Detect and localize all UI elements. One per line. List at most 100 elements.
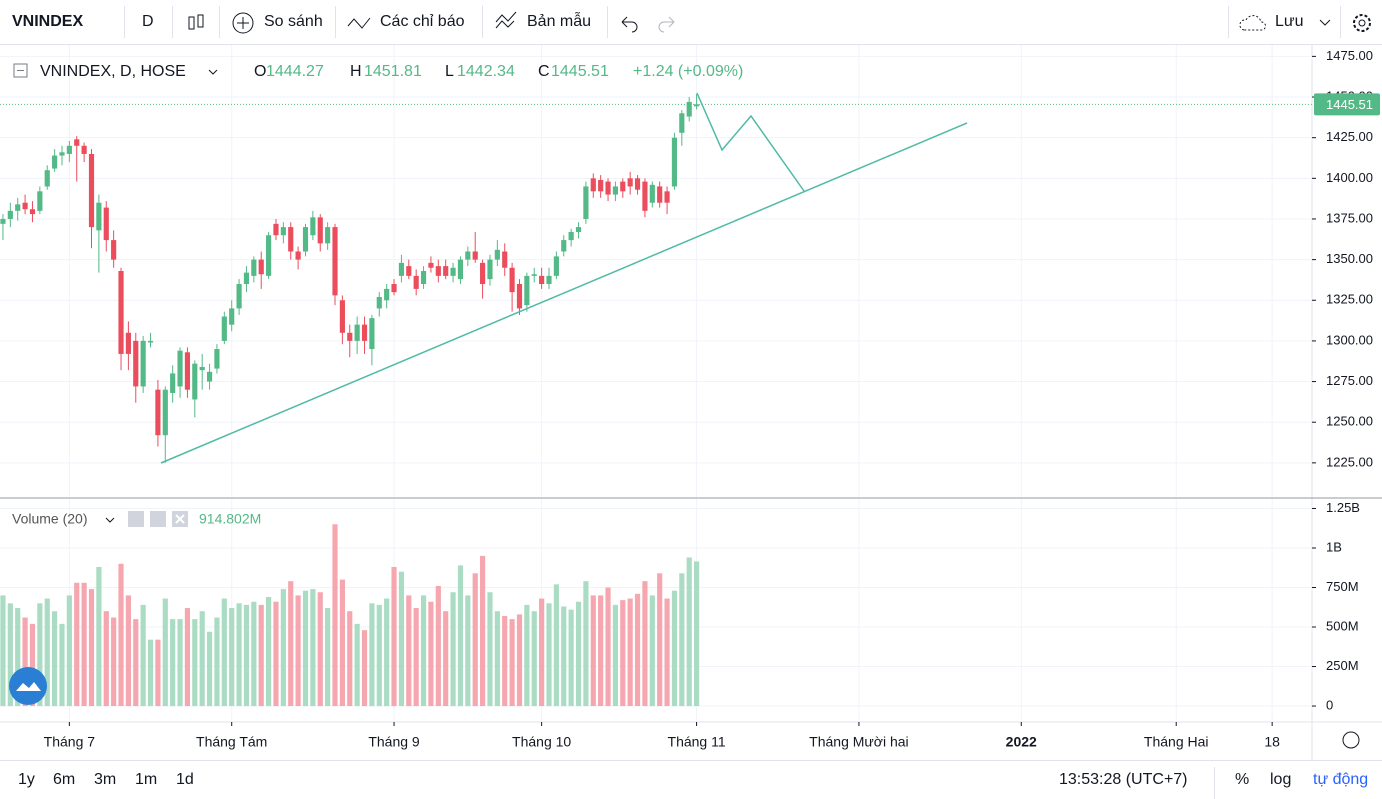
volume-bar: [686, 557, 692, 707]
chart-style-icon[interactable]: [186, 12, 206, 34]
candle-body: [657, 186, 663, 203]
volume-bar: [561, 606, 567, 707]
indicators[interactable]: Các chỉ báo: [380, 13, 465, 30]
candle-body: [214, 349, 220, 369]
volume-bar: [657, 573, 663, 707]
volume-bar: [0, 595, 6, 707]
undo-redo[interactable]: [618, 12, 678, 34]
candle-body: [420, 271, 427, 285]
volume-bar: [81, 582, 87, 707]
templates-icon[interactable]: [494, 10, 522, 36]
ohlc-letter: C: [538, 63, 550, 80]
candle-body: [125, 332, 131, 354]
candle-body: [177, 350, 183, 387]
candle-body: [361, 324, 368, 341]
candle-body: [243, 272, 250, 285]
logo[interactable]: [9, 667, 47, 705]
compare-icon[interactable]: [231, 11, 255, 35]
candle-body: [509, 267, 515, 293]
dropdown-icon[interactable]: [208, 69, 218, 75]
candle-body: [229, 308, 235, 325]
volume-bar: [516, 614, 523, 707]
volume-bar: [29, 623, 36, 707]
save[interactable]: Lưu: [1275, 13, 1304, 30]
dropdown-icon[interactable]: [105, 517, 115, 523]
visibility-icon[interactable]: [128, 511, 144, 527]
candle-body: [339, 300, 345, 333]
range-button[interactable]: 1y: [18, 770, 35, 788]
volume-bar: [524, 604, 530, 707]
candle-body: [450, 267, 456, 276]
indicators-icon[interactable]: [346, 12, 376, 34]
top-toolbar: VNINDEX D So sánh Các chỉ báo Bản mẫu Lư…: [0, 0, 1382, 45]
symbol[interactable]: VNINDEX: [12, 13, 84, 30]
volume-bar: [236, 603, 242, 707]
candle-body: [192, 363, 198, 400]
volume-bar: [539, 598, 545, 707]
candle-body: [679, 113, 685, 133]
candle-body: [694, 104, 700, 107]
candle-body: [74, 139, 80, 146]
candle-body: [199, 366, 205, 371]
candle-body: [184, 352, 191, 390]
volume-bar: [74, 582, 80, 707]
trend-line: [160, 122, 968, 464]
candle-body: [354, 324, 360, 341]
range-button[interactable]: 1d: [176, 770, 194, 788]
separator: [219, 6, 220, 38]
bottom-toolbar: 13:53:28 (UTC+7) % log tự động 1y 6m 3m 1m 1…: [0, 760, 1382, 799]
candle-body: [111, 240, 117, 260]
y-tick-label: 1400.00: [1326, 170, 1373, 185]
cloud-icon[interactable]: [1238, 12, 1272, 34]
range-button[interactable]: 3m: [94, 770, 117, 788]
candle-body: [502, 251, 508, 268]
volume-bar: [317, 592, 323, 707]
volume-bar: [590, 595, 596, 707]
settings-icon[interactable]: [1350, 11, 1374, 35]
interval[interactable]: D: [142, 13, 154, 30]
dropdown-icon[interactable]: [1318, 16, 1332, 30]
compare[interactable]: So sánh: [264, 13, 323, 30]
candle-body: [480, 262, 486, 285]
candle-body: [221, 316, 227, 341]
candle-body: [590, 178, 596, 192]
ohlc-value: 1444.27: [266, 63, 324, 80]
volume-bar: [347, 611, 353, 707]
volume-bar: [620, 600, 626, 707]
volume-bar: [598, 595, 604, 707]
candle-body: [251, 259, 257, 276]
settings-icon[interactable]: [150, 511, 166, 527]
candle-body: [88, 153, 95, 228]
candle-body: [52, 155, 58, 169]
path-drawing: [696, 92, 805, 192]
axis-settings[interactable]: [1342, 731, 1360, 749]
percent-toggle[interactable]: %: [1235, 770, 1250, 788]
log-toggle[interactable]: log: [1270, 770, 1292, 788]
separator: [124, 6, 125, 38]
volume-bar: [140, 604, 146, 707]
ohlc-letter: O: [254, 63, 266, 80]
ohlc-value: 1442.34: [457, 63, 515, 80]
range-button[interactable]: 1m: [135, 770, 158, 788]
volume-title: Volume (20): [12, 511, 87, 527]
y-tick-label: 1300.00: [1326, 332, 1373, 347]
separator: [172, 6, 173, 38]
x-tick-label: Tháng 10: [512, 734, 571, 750]
auto-toggle[interactable]: tự động: [1313, 770, 1369, 788]
volume-bar: [111, 617, 117, 707]
volume-bar: [457, 565, 464, 707]
volume-bar: [15, 608, 21, 707]
y-tick-label: 1475.00: [1326, 48, 1373, 63]
volume-bar: [465, 595, 471, 707]
volume-bar: [7, 603, 13, 707]
candle-body: [443, 266, 449, 276]
volume-bar: [162, 598, 168, 707]
volume-bar: [435, 585, 441, 707]
range-button[interactable]: 6m: [53, 770, 76, 788]
collapse-icon[interactable]: [13, 63, 28, 78]
candle-body: [406, 266, 412, 276]
candle-body: [81, 145, 87, 154]
y-tick-label: 1.25B: [1326, 500, 1360, 515]
templates[interactable]: Bản mẫu: [527, 13, 592, 30]
candle-body: [516, 284, 523, 309]
